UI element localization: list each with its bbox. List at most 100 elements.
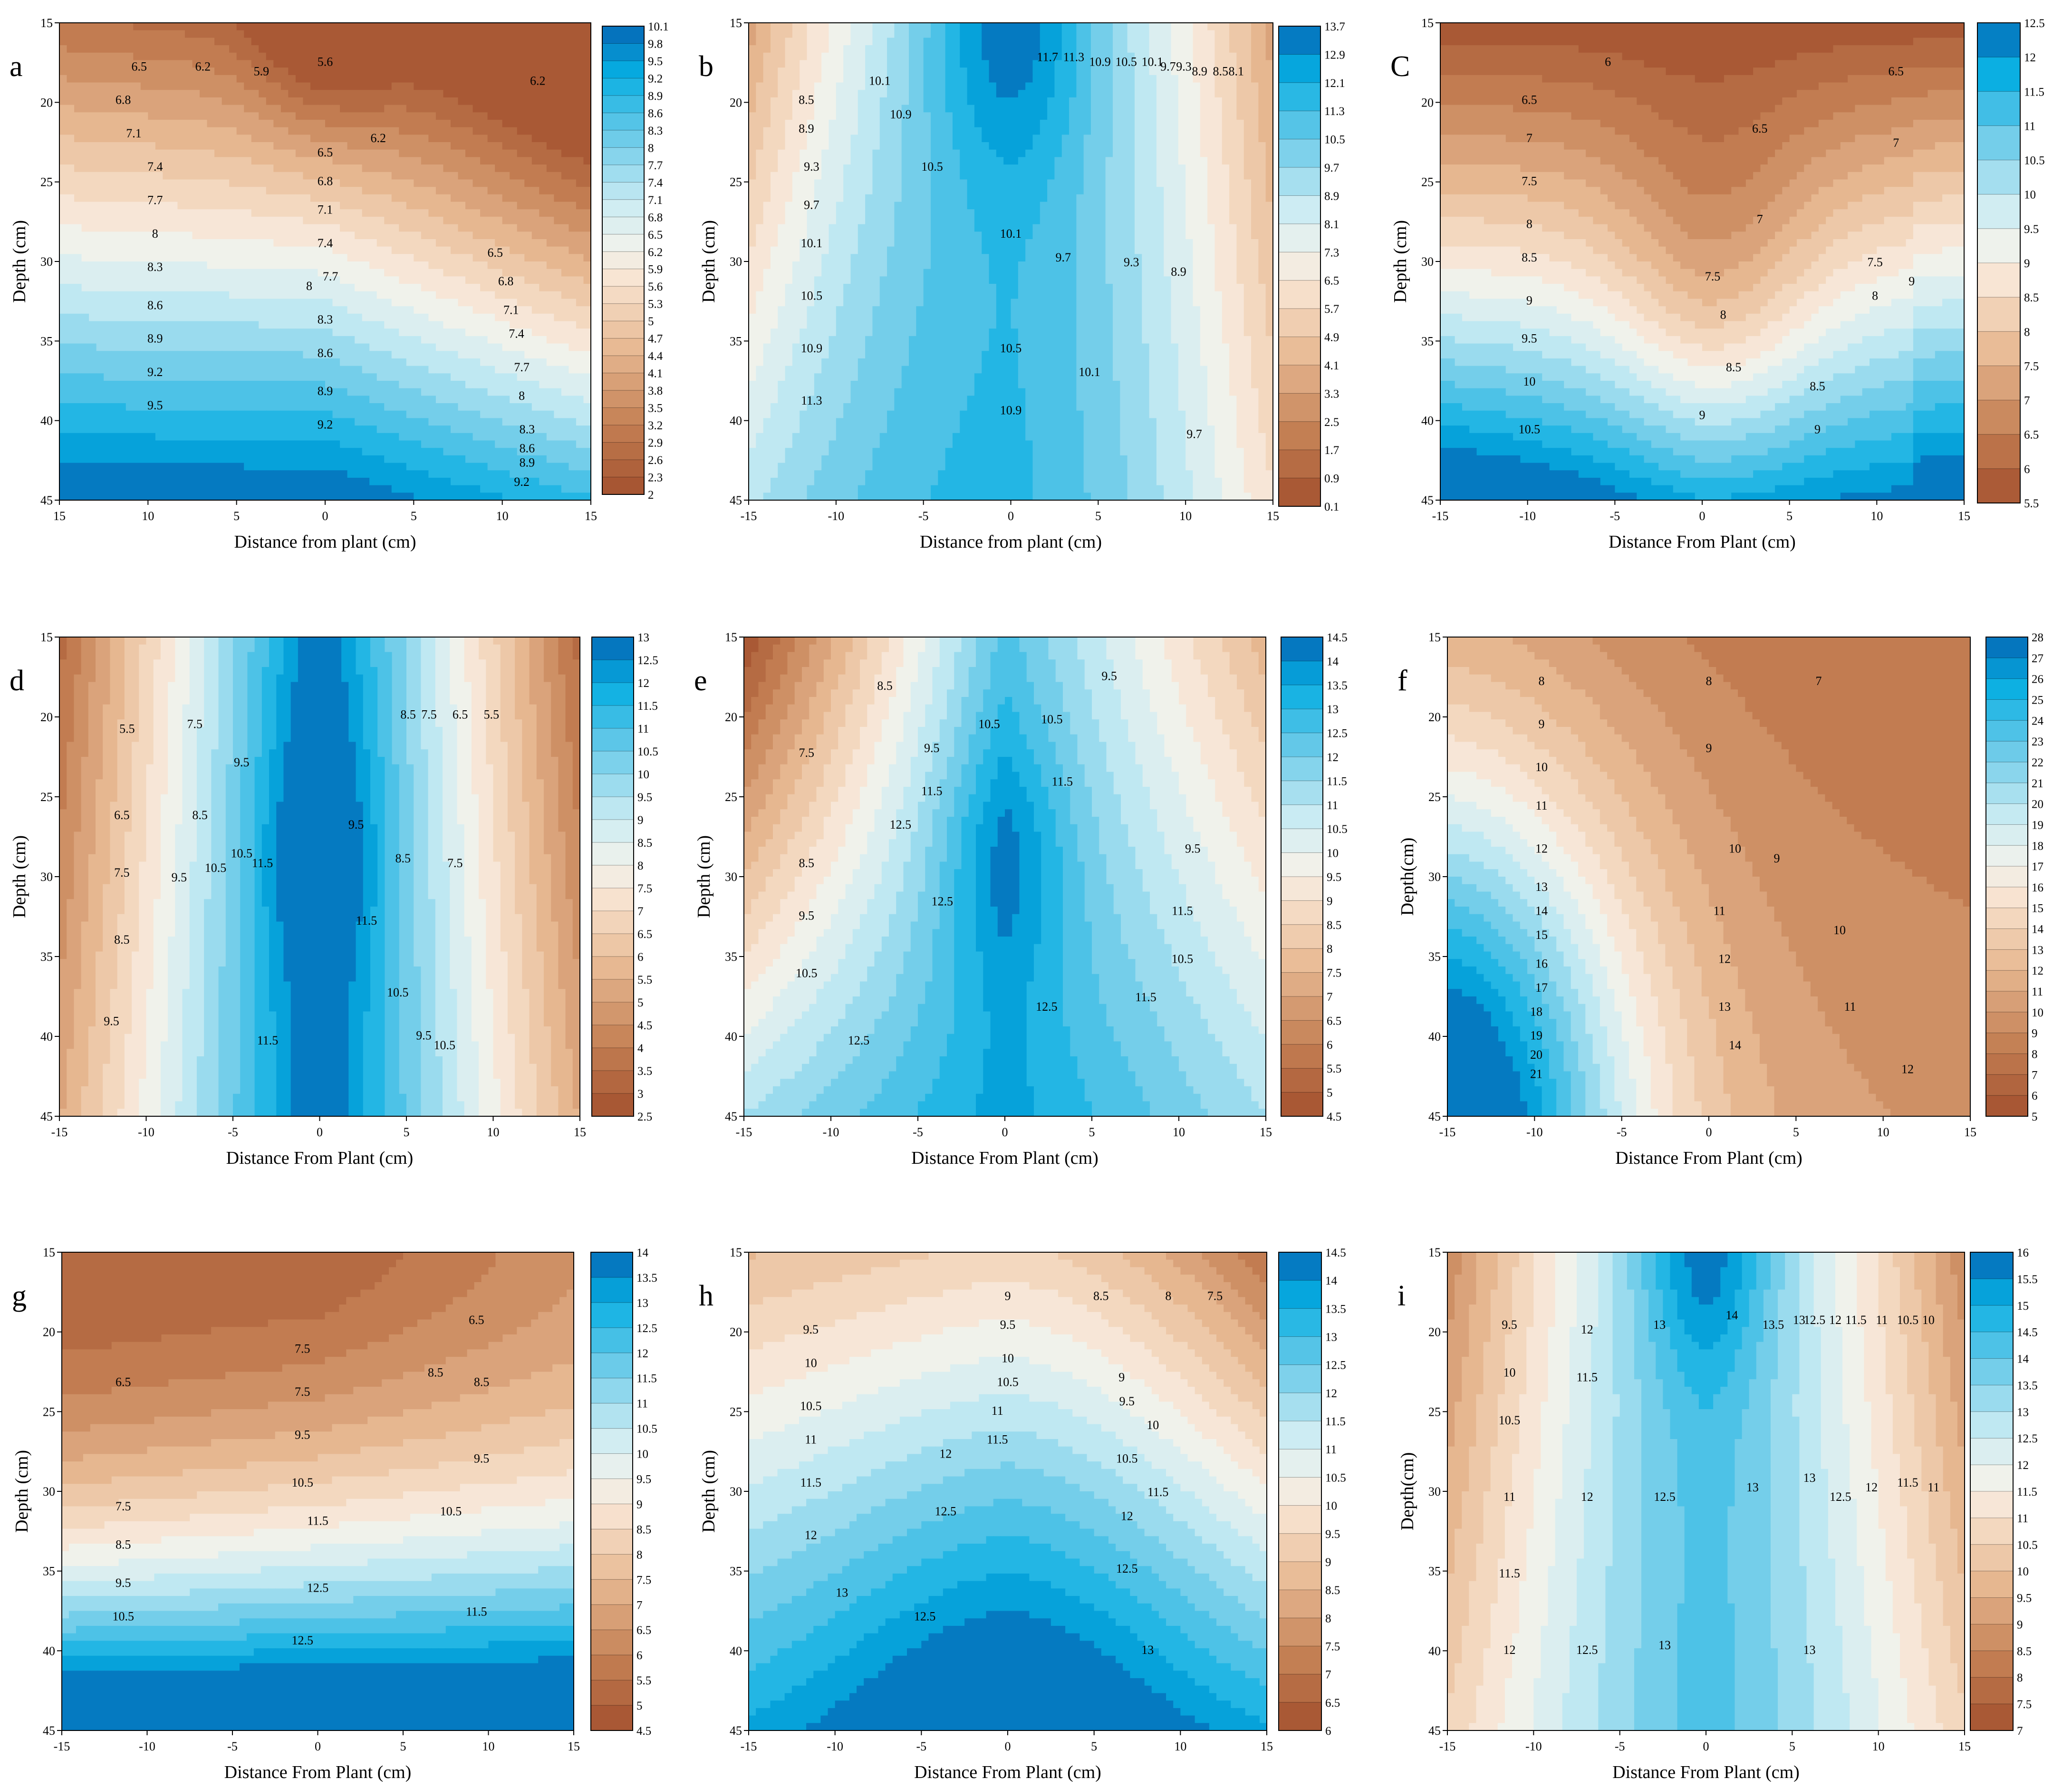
heatmap-cell (333, 112, 340, 120)
heatmap-cell (473, 75, 481, 83)
heatmap-cell (118, 53, 126, 60)
heatmap-cell (259, 97, 266, 105)
heatmap-cell (532, 23, 540, 30)
heatmap-cell (392, 75, 399, 83)
heatmap-cell (458, 60, 466, 68)
heatmap-cell (222, 23, 230, 30)
heatmap-cell (583, 38, 591, 45)
heatmap-cell (259, 38, 266, 45)
heatmap-cell (155, 45, 163, 53)
heatmap-cell (406, 75, 414, 83)
heatmap-cell (480, 30, 488, 38)
heatmap-cell (406, 68, 414, 75)
heatmap-cell (561, 75, 569, 83)
heatmap-cell (200, 38, 207, 45)
heatmap-cell (74, 53, 82, 60)
heatmap-cell (163, 30, 170, 38)
heatmap-cell (362, 90, 370, 97)
heatmap-cell (369, 75, 377, 83)
heatmap-cell (82, 68, 89, 75)
heatmap-cell (281, 75, 289, 83)
heatmap-cell (443, 75, 451, 83)
heatmap-cell (200, 23, 207, 30)
heatmap-cell (266, 105, 274, 113)
heatmap-cell (148, 97, 155, 105)
heatmap-cell (421, 38, 429, 45)
heatmap-cell (185, 112, 193, 120)
heatmap-cell (414, 83, 421, 90)
heatmap-cell (163, 105, 170, 113)
heatmap-cell (362, 105, 370, 113)
heatmap-cell (82, 60, 89, 68)
heatmap-cell (229, 68, 237, 75)
heatmap-cell (583, 105, 591, 113)
heatmap-cell (266, 23, 274, 30)
heatmap-cell (502, 68, 510, 75)
heatmap-cell (392, 97, 399, 105)
heatmap-cell (266, 90, 274, 97)
heatmap-cell (436, 38, 443, 45)
heatmap-cell (465, 105, 473, 113)
heatmap-cell (561, 38, 569, 45)
heatmap-cell (82, 45, 89, 53)
heatmap-cell (333, 30, 340, 38)
heatmap-cell (384, 38, 392, 45)
heatmap-cell (244, 83, 251, 90)
heatmap-cell (141, 90, 148, 97)
heatmap-cell (237, 105, 244, 113)
heatmap-cell (111, 60, 119, 68)
heatmap-cell (517, 90, 525, 97)
heatmap-cell (495, 23, 502, 30)
heatmap-cell (561, 83, 569, 90)
heatmap-cell (170, 23, 178, 30)
heatmap-cell (200, 45, 207, 53)
heatmap-cell (170, 83, 178, 90)
heatmap-cell (111, 112, 119, 120)
heatmap-cell (547, 45, 554, 53)
heatmap-cell (340, 60, 347, 68)
heatmap-cell (222, 105, 230, 113)
heatmap-cell (67, 105, 75, 113)
heatmap-cell (569, 97, 576, 105)
heatmap-cell (377, 53, 385, 60)
heatmap-cell (554, 68, 561, 75)
heatmap-cell (414, 60, 421, 68)
heatmap-cell (273, 45, 281, 53)
heatmap-cell (155, 38, 163, 45)
heatmap-cell (392, 45, 399, 53)
heatmap-cell (532, 53, 540, 60)
heatmap-cell (451, 97, 458, 105)
heatmap-cell (347, 23, 355, 30)
heatmap-cell (517, 30, 525, 38)
heatmap-cell (392, 68, 399, 75)
heatmap-cell (510, 38, 517, 45)
heatmap-cell (554, 30, 561, 38)
heatmap-cell (89, 112, 96, 120)
heatmap-cell (104, 60, 111, 68)
heatmap-cell (281, 53, 289, 60)
heatmap-cell (406, 38, 414, 45)
heatmap-cell (266, 45, 274, 53)
heatmap-cell (59, 112, 67, 120)
heatmap-cell (495, 83, 502, 90)
heatmap-cell (111, 68, 119, 75)
heatmap-cell (251, 112, 259, 120)
heatmap-cell (502, 53, 510, 60)
heatmap-cell (421, 23, 429, 30)
heatmap-cell (104, 38, 111, 45)
heatmap-cell (369, 45, 377, 53)
heatmap-cell (539, 60, 547, 68)
heatmap-cell (583, 75, 591, 83)
heatmap-cell (451, 83, 458, 90)
heatmap-cell (443, 90, 451, 97)
heatmap-cell (561, 90, 569, 97)
heatmap-cell (443, 30, 451, 38)
heatmap-cell (288, 112, 296, 120)
heatmap-cell (369, 23, 377, 30)
heatmap-cell (141, 83, 148, 90)
heatmap-cell (347, 112, 355, 120)
heatmap-cell (177, 60, 185, 68)
heatmap-cell (325, 112, 333, 120)
heatmap-cell (200, 83, 207, 90)
heatmap-cell (200, 30, 207, 38)
